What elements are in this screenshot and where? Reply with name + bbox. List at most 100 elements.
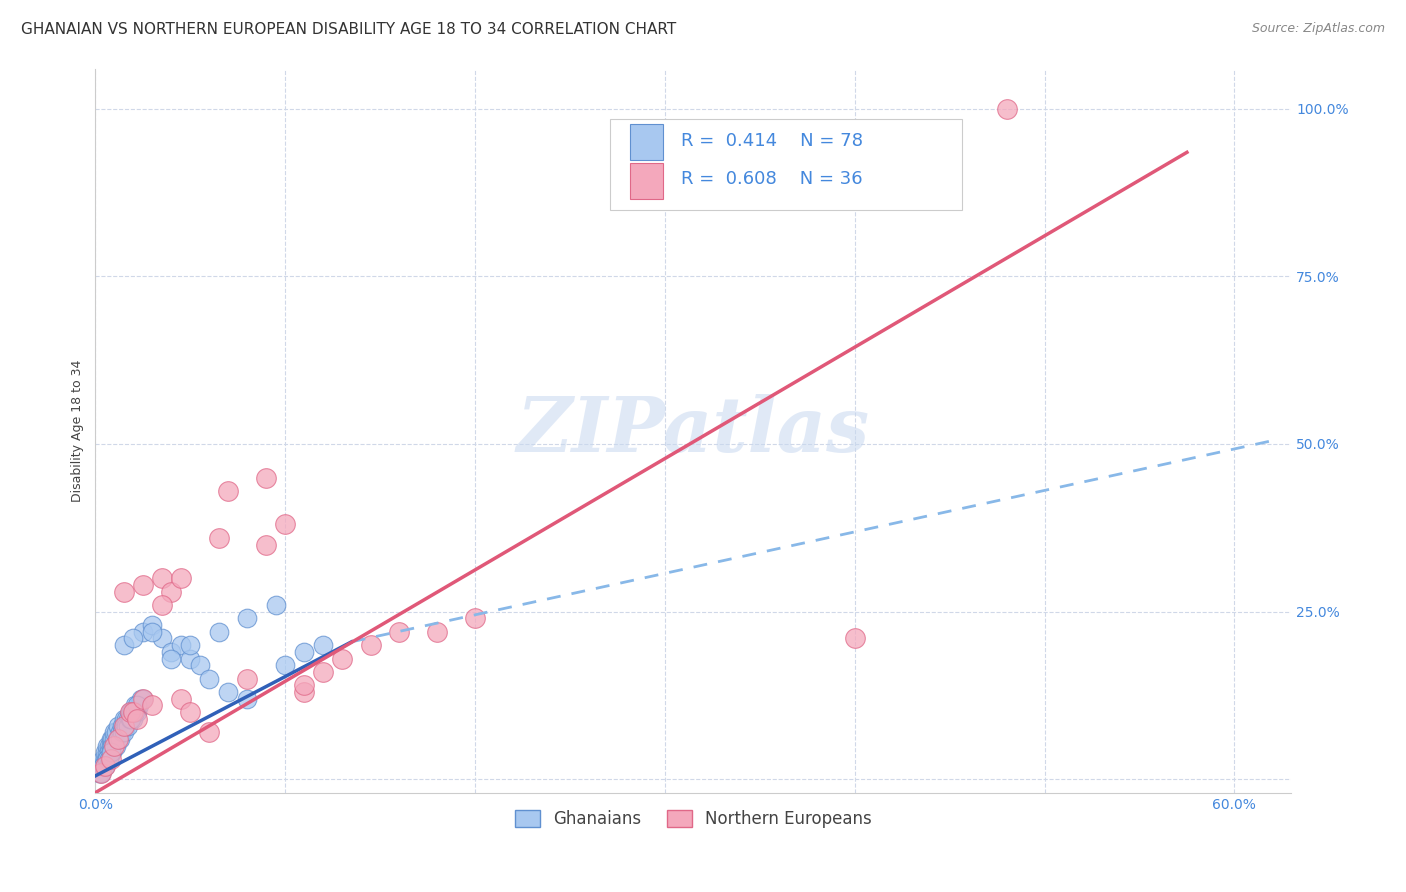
Point [188, 658, 211, 673]
Point [217, 685, 239, 699]
Point [105, 739, 128, 753]
Point [995, 102, 1018, 116]
Point [127, 698, 149, 713]
Point [100, 746, 122, 760]
Point [100, 739, 122, 753]
Point [112, 712, 135, 726]
Point [94, 759, 117, 773]
Point [122, 705, 145, 719]
Point [254, 538, 277, 552]
Point [124, 698, 146, 713]
Point [96, 752, 118, 766]
Text: R =  0.608    N = 36: R = 0.608 N = 36 [682, 170, 863, 188]
Point [141, 618, 163, 632]
Point [94, 752, 117, 766]
Point [120, 705, 142, 719]
Point [96, 739, 118, 753]
Point [111, 725, 134, 739]
Point [103, 725, 125, 739]
Point [312, 638, 335, 652]
Point [844, 632, 866, 646]
Text: ZIPatlas: ZIPatlas [517, 393, 870, 467]
Text: R =  0.414    N = 78: R = 0.414 N = 78 [682, 132, 863, 150]
Point [208, 624, 231, 639]
Point [96, 752, 118, 766]
Point [112, 725, 135, 739]
Point [426, 624, 449, 639]
Point [312, 665, 335, 679]
Point [90, 765, 112, 780]
Point [94, 759, 117, 773]
Point [112, 718, 135, 732]
Point [101, 739, 124, 753]
Point [179, 638, 201, 652]
Point [330, 651, 353, 665]
Point [464, 611, 486, 625]
Point [101, 746, 124, 760]
Point [170, 571, 193, 585]
Point [170, 691, 193, 706]
Point [198, 725, 221, 739]
Point [108, 725, 131, 739]
Point [91, 752, 114, 766]
Point [292, 645, 315, 659]
Point [107, 718, 129, 732]
Point [94, 759, 117, 773]
Point [128, 698, 150, 713]
Point [127, 705, 149, 719]
Point [236, 611, 259, 625]
Point [150, 632, 173, 646]
Point [90, 765, 112, 780]
Point [132, 691, 155, 706]
Point [97, 739, 120, 753]
Point [122, 632, 145, 646]
Point [254, 470, 277, 484]
Point [90, 759, 112, 773]
Point [96, 746, 118, 760]
Point [274, 658, 297, 673]
Point [264, 598, 287, 612]
Point [108, 731, 131, 746]
Point [217, 483, 239, 498]
Point [112, 584, 135, 599]
Point [292, 685, 315, 699]
Point [141, 698, 163, 713]
Point [97, 752, 120, 766]
Point [103, 739, 125, 753]
Point [179, 651, 201, 665]
Point [388, 624, 411, 639]
Point [117, 718, 139, 732]
Point [100, 731, 122, 746]
Text: GHANAIAN VS NORTHERN EUROPEAN DISABILITY AGE 18 TO 34 CORRELATION CHART: GHANAIAN VS NORTHERN EUROPEAN DISABILITY… [21, 22, 676, 37]
Point [89, 765, 111, 780]
Point [107, 731, 129, 746]
Point [122, 705, 145, 719]
Point [97, 746, 120, 760]
Legend: Ghanaians, Northern Europeans: Ghanaians, Northern Europeans [509, 804, 879, 835]
Point [94, 746, 117, 760]
Point [117, 712, 139, 726]
Point [179, 705, 201, 719]
Point [150, 598, 173, 612]
Point [90, 765, 112, 780]
Point [236, 691, 259, 706]
Point [132, 691, 155, 706]
Point [274, 517, 297, 532]
FancyBboxPatch shape [610, 120, 963, 210]
Bar [630, 124, 664, 161]
Point [141, 624, 163, 639]
Point [160, 651, 183, 665]
Point [118, 712, 141, 726]
Bar [630, 162, 664, 199]
Point [112, 638, 135, 652]
Point [160, 584, 183, 599]
Point [103, 731, 125, 746]
Point [292, 678, 315, 692]
Point [111, 718, 134, 732]
Point [236, 672, 259, 686]
Point [129, 691, 152, 706]
Point [105, 725, 128, 739]
Point [132, 578, 155, 592]
Point [114, 718, 136, 732]
Point [170, 638, 193, 652]
